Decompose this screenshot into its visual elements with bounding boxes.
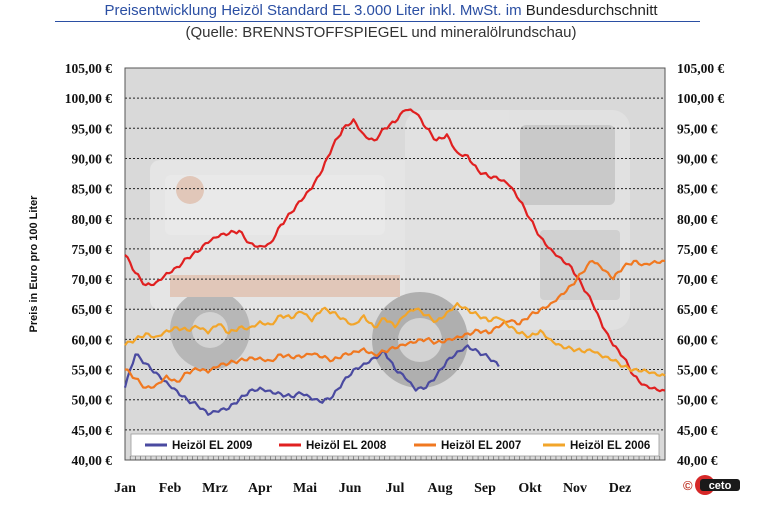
y-tick-label-left: 45,00 €: [72, 423, 113, 438]
legend-label: Heizöl EL 2007: [441, 440, 521, 452]
series-line: [124, 108, 666, 393]
x-tick-label: Jul: [386, 481, 405, 496]
x-tick-label: Apr: [248, 481, 272, 496]
x-tick-label: Jun: [339, 481, 362, 496]
y-tick-label-left: 65,00 €: [72, 302, 113, 317]
x-tick-label: Nov: [563, 481, 587, 496]
y-tick-label-left: 50,00 €: [72, 393, 113, 408]
x-tick-label: Okt: [518, 481, 542, 496]
y-tick-label-left: 55,00 €: [72, 363, 113, 378]
x-axis-month-labels: Jan Feb Mrz Apr Mai Jun Jul Aug Sep Okt Nov Dez: [114, 481, 631, 496]
title-underline: [55, 21, 700, 22]
chart-title-main: Preisentwicklung Heizöl Standard EL 3.00…: [104, 2, 522, 19]
y-tick-label-right: 45,00 €: [677, 423, 718, 438]
x-tick-label: Aug: [428, 481, 453, 496]
y-tick-label-right: 105,00 €: [677, 61, 725, 76]
series-line: [123, 344, 500, 416]
ceto-logo: © ceto: [683, 475, 740, 495]
y-tick-label-right: 80,00 €: [677, 212, 718, 227]
y-axis-right-labels: 40,00 € 45,00 € 50,00 € 55,00 € 60,00 € 65,00…: [677, 61, 725, 468]
legend-label: Heizöl EL 2008: [306, 440, 387, 452]
y-tick-label-right: 75,00 €: [677, 242, 718, 257]
legend: Heizöl EL 2009 Heizöl EL 2008 Heizöl EL 20…: [130, 433, 660, 457]
y-tick-label-right: 60,00 €: [677, 332, 718, 347]
y-axis-title: Preis in Euro pro 100 Liter: [28, 195, 40, 333]
series-lines: [123, 108, 666, 416]
series-line: [124, 302, 666, 377]
y-tick-label-right: 95,00 €: [677, 121, 718, 136]
legend-label: Heizöl EL 2006: [570, 440, 650, 452]
background-truck-image: [150, 110, 630, 388]
x-tick-label: Feb: [159, 481, 182, 496]
y-tick-label-right: 55,00 €: [677, 363, 718, 378]
y-tick-label-left: 95,00 €: [72, 121, 113, 136]
chart-subtitle: (Quelle: BRENNSTOFFSPIEGEL und mineralöl…: [185, 24, 577, 41]
y-tick-label-right: 65,00 €: [677, 302, 718, 317]
copyright-symbol: ©: [683, 478, 693, 493]
y-tick-label-left: 105,00 €: [65, 61, 113, 76]
y-tick-label-right: 100,00 €: [677, 91, 725, 106]
y-tick-label-right: 85,00 €: [677, 182, 718, 197]
x-tick-label: Mai: [293, 481, 317, 496]
logo-text: ceto: [709, 480, 732, 492]
y-tick-label-left: 70,00 €: [72, 272, 113, 287]
x-tick-label: Mrz: [202, 481, 228, 496]
chart-title: Preisentwicklung Heizöl Standard EL 3.00…: [0, 0, 762, 22]
x-minor-ticks: [124, 456, 666, 460]
x-tick-label: Sep: [474, 481, 496, 496]
y-tick-label-left: 40,00 €: [72, 453, 113, 468]
series-line: [124, 259, 666, 389]
y-tick-label-left: 90,00 €: [72, 151, 113, 166]
y-tick-label-left: 75,00 €: [72, 242, 113, 257]
gridlines: [125, 97, 665, 431]
x-tick-label: Jan: [114, 481, 136, 496]
y-tick-label-left: 80,00 €: [72, 212, 113, 227]
y-tick-label-right: 90,00 €: [677, 151, 718, 166]
y-axis-left-labels: 40,00 € 45,00 € 50,00 € 55,00 € 60,00 € 65,00…: [65, 61, 113, 468]
legend-box: [130, 433, 660, 457]
y-tick-label-left: 100,00 €: [65, 91, 113, 106]
logo-badge: [700, 479, 740, 491]
y-tick-label-right: 50,00 €: [677, 393, 718, 408]
y-tick-label-right: 40,00 €: [677, 453, 718, 468]
y-tick-label-right: 70,00 €: [677, 272, 718, 287]
x-tick-label: Dez: [609, 481, 632, 496]
legend-label: Heizöl EL 2009: [172, 440, 252, 452]
y-tick-label-left: 60,00 €: [72, 332, 113, 347]
chart-title-suffix: Bundesdurchschnitt: [525, 2, 658, 19]
y-tick-label-left: 85,00 €: [72, 182, 113, 197]
